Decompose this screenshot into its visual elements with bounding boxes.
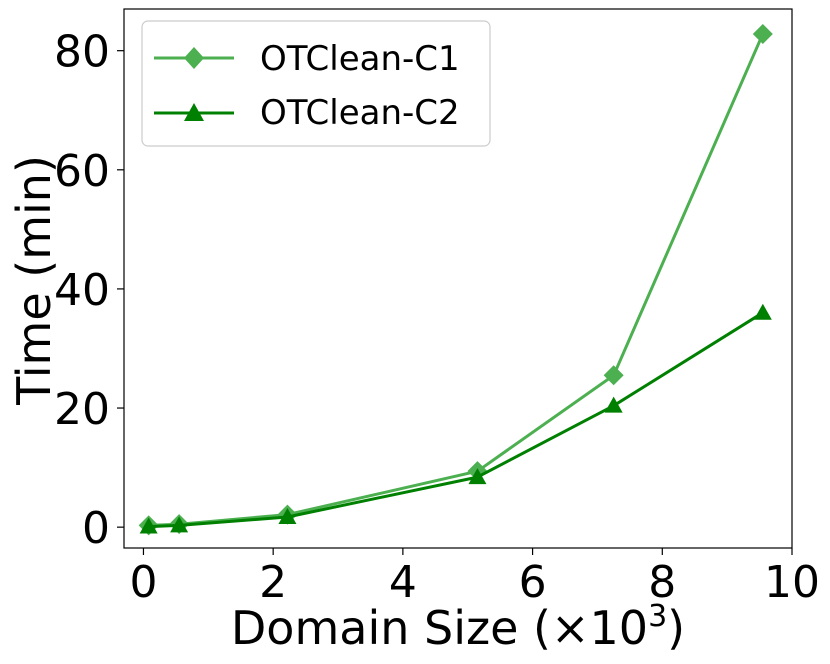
x-axis-label-superscript: 3 — [648, 599, 667, 634]
y-tick-label: 0 — [82, 503, 110, 554]
data-point-otclean-c2 — [753, 303, 772, 320]
x-tick-label: 2 — [259, 557, 287, 608]
x-tick-label: 10 — [764, 557, 820, 608]
x-tick-label: 8 — [648, 557, 676, 608]
ticks-layer: 0 2 4 6 8 10 0 20 40 60 80 — [54, 27, 820, 608]
x-tick-label: 4 — [389, 557, 417, 608]
data-point-otclean-c2 — [278, 508, 297, 525]
data-point-otclean-c1 — [603, 365, 624, 386]
data-point-otclean-c2 — [170, 516, 189, 533]
y-tick-label: 80 — [54, 27, 110, 78]
plot-frame — [123, 8, 793, 549]
x-axis-label: Domain Size (×103) — [231, 599, 685, 655]
y-axis-label: Time (min) — [7, 155, 61, 406]
legend-marker-otclean-c2 — [184, 103, 204, 121]
data-point-otclean-c2 — [604, 396, 623, 413]
x-tick-label: 0 — [129, 557, 157, 608]
legend-label-otclean-c1: OTClean-C1 — [260, 39, 460, 79]
y-tick-label: 20 — [54, 384, 110, 435]
legend: OTClean-C1 OTClean-C2 — [141, 20, 491, 147]
series-layer — [138, 24, 773, 536]
data-point-otclean-c2 — [139, 517, 158, 534]
legend-marker-otclean-c1 — [184, 47, 204, 69]
y-tick-label: 40 — [54, 265, 110, 316]
x-tick-label: 6 — [519, 557, 547, 608]
data-point-otclean-c2 — [468, 468, 487, 485]
legend-box — [141, 20, 491, 147]
data-point-otclean-c1 — [752, 24, 773, 45]
y-tick-label: 60 — [54, 146, 110, 197]
legend-label-otclean-c2: OTClean-C2 — [260, 93, 460, 133]
